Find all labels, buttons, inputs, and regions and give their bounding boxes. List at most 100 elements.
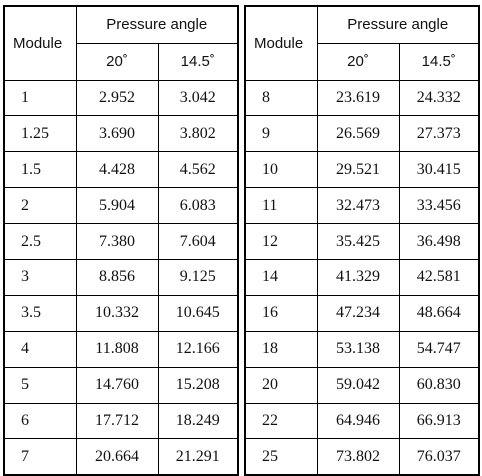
- table-row: 16 47.234 48.664: [244, 294, 480, 332]
- value-20-cell: 7.380: [75, 223, 159, 260]
- value-20-cell: 59.042: [316, 366, 400, 404]
- value-14-5-cell: 33.456: [398, 187, 480, 225]
- table-row: 14 41.329 42.581: [244, 258, 480, 296]
- module-cell: 22: [244, 402, 318, 440]
- value-14-5-cell: 36.498: [398, 223, 480, 260]
- angle-20-header: 20˚: [316, 42, 400, 81]
- table-row: 10 29.521 30.415: [244, 151, 480, 189]
- value-20-cell: 47.234: [316, 294, 400, 332]
- module-cell: 3.5: [3, 294, 77, 332]
- value-14-5-cell: 30.415: [398, 151, 480, 189]
- module-cell: 6: [3, 402, 77, 440]
- pressure-angle-header: Pressure angle: [75, 5, 239, 44]
- value-14-5-cell: 4.562: [157, 151, 239, 189]
- value-20-cell: 23.619: [316, 79, 400, 117]
- pressure-angle-header: Pressure angle: [316, 5, 480, 44]
- table-row: 8 23.619 24.332: [244, 79, 480, 117]
- value-14-5-cell: 12.166: [157, 330, 239, 368]
- value-20-cell: 53.138: [316, 330, 400, 368]
- value-14-5-cell: 3.042: [157, 79, 239, 117]
- value-14-5-cell: 6.083: [157, 187, 239, 225]
- angle-14-5-header: 14.5˚: [398, 42, 480, 81]
- value-14-5-cell: 66.913: [398, 402, 480, 440]
- module-cell: 14: [244, 258, 318, 296]
- value-14-5-cell: 24.332: [398, 79, 480, 117]
- module-cell: 1: [3, 79, 77, 117]
- module-cell: 2.5: [3, 223, 77, 260]
- module-cell: 8: [244, 79, 318, 117]
- value-20-cell: 3.690: [75, 115, 159, 153]
- value-20-cell: 5.904: [75, 187, 159, 225]
- table-row: 2 5.904 6.083: [3, 187, 239, 225]
- module-header: Module: [244, 5, 318, 81]
- value-14-5-cell: 18.249: [157, 402, 239, 440]
- module-cell: 1.5: [3, 151, 77, 189]
- value-14-5-cell: 42.581: [398, 258, 480, 296]
- module-cell: 18: [244, 330, 318, 368]
- value-14-5-cell: 54.747: [398, 330, 480, 368]
- left-table-body: 1 2.952 3.042 1.25 3.690 3.802 1.5 4.428 4.562 2 5…: [3, 79, 239, 476]
- table-row: 3.5 10.332 10.645: [3, 294, 239, 332]
- table-row: 3 8.856 9.125: [3, 258, 239, 296]
- value-14-5-cell: 60.830: [398, 366, 480, 404]
- table-row: 4 11.808 12.166: [3, 330, 239, 368]
- module-header: Module: [3, 5, 77, 81]
- value-20-cell: 8.856: [75, 258, 159, 296]
- angle-20-header: 20˚: [75, 42, 159, 81]
- value-14-5-cell: 15.208: [157, 366, 239, 404]
- value-20-cell: 35.425: [316, 223, 400, 260]
- value-20-cell: 2.952: [75, 79, 159, 117]
- right-table: Module Pressure angle 20˚ 14.5˚ 8 23.619 2…: [244, 5, 480, 476]
- value-14-5-cell: 76.037: [398, 438, 480, 476]
- value-20-cell: 4.428: [75, 151, 159, 189]
- table-row: 18 53.138 54.747: [244, 330, 480, 368]
- value-20-cell: 64.946: [316, 402, 400, 440]
- module-cell: 25: [244, 438, 318, 476]
- value-14-5-cell: 3.802: [157, 115, 239, 153]
- value-20-cell: 32.473: [316, 187, 400, 225]
- value-14-5-cell: 27.373: [398, 115, 480, 153]
- value-14-5-cell: 48.664: [398, 294, 480, 332]
- table-row: 7 20.664 21.291: [3, 438, 239, 476]
- value-20-cell: 10.332: [75, 294, 159, 332]
- left-table: Module Pressure angle 20˚ 14.5˚ 1 2.952 3.…: [3, 5, 239, 476]
- module-cell: 4: [3, 330, 77, 368]
- table-row: 25 73.802 76.037: [244, 438, 480, 476]
- value-20-cell: 26.569: [316, 115, 400, 153]
- table-row: 22 64.946 66.913: [244, 402, 480, 440]
- table-row: 9 26.569 27.373: [244, 115, 480, 153]
- table-row: 1.25 3.690 3.802: [3, 115, 239, 153]
- value-14-5-cell: 21.291: [157, 438, 239, 476]
- module-cell: 20: [244, 366, 318, 404]
- table-row: 1.5 4.428 4.562: [3, 151, 239, 189]
- table-row: 6 17.712 18.249: [3, 402, 239, 440]
- module-cell: 7: [3, 438, 77, 476]
- value-14-5-cell: 10.645: [157, 294, 239, 332]
- value-20-cell: 41.329: [316, 258, 400, 296]
- table-row: 11 32.473 33.456: [244, 187, 480, 225]
- module-cell: 11: [244, 187, 318, 225]
- module-cell: 16: [244, 294, 318, 332]
- table-row: 2.5 7.380 7.604: [3, 223, 239, 260]
- module-cell: 12: [244, 223, 318, 260]
- value-20-cell: 73.802: [316, 438, 400, 476]
- value-14-5-cell: 9.125: [157, 258, 239, 296]
- value-20-cell: 20.664: [75, 438, 159, 476]
- value-20-cell: 29.521: [316, 151, 400, 189]
- module-cell: 1.25: [3, 115, 77, 153]
- module-cell: 9: [244, 115, 318, 153]
- angle-14-5-header: 14.5˚: [157, 42, 239, 81]
- value-14-5-cell: 7.604: [157, 223, 239, 260]
- table-row: 12 35.425 36.498: [244, 223, 480, 260]
- table-row: 20 59.042 60.830: [244, 366, 480, 404]
- right-table-body: 8 23.619 24.332 9 26.569 27.373 10 29.521 30.415…: [244, 79, 480, 476]
- table-row: 1 2.952 3.042: [3, 79, 239, 117]
- module-cell: 3: [3, 258, 77, 296]
- module-cell: 5: [3, 366, 77, 404]
- module-cell: 10: [244, 151, 318, 189]
- module-cell: 2: [3, 187, 77, 225]
- value-20-cell: 17.712: [75, 402, 159, 440]
- table-row: 5 14.760 15.208: [3, 366, 239, 404]
- value-20-cell: 11.808: [75, 330, 159, 368]
- value-20-cell: 14.760: [75, 366, 159, 404]
